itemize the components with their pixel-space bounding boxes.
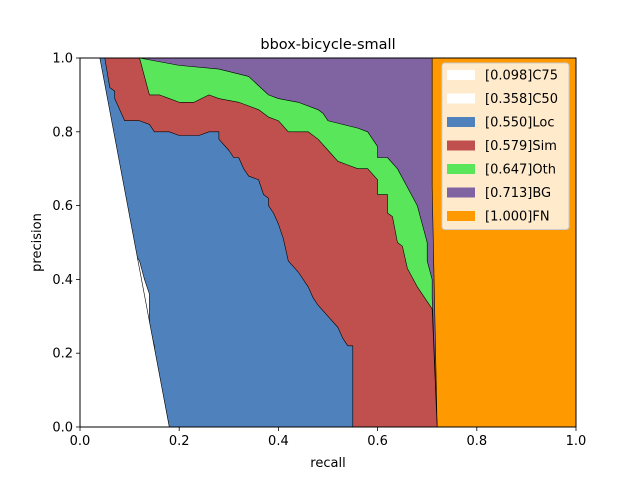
area-0-550-loc: [79, 57, 438, 428]
y-axis-label: precision: [30, 213, 45, 272]
x-tick-label: 1.0: [566, 434, 587, 449]
x-axis-label: recall: [310, 456, 345, 471]
x-axis: 0.0 0.2 0.4 0.6 0.8 1.0: [70, 427, 587, 449]
legend-swatch-0-647-oth: [447, 164, 475, 174]
y-axis: 0.0 0.2 0.4 0.6 0.8 1.0: [52, 52, 80, 436]
legend-swatch-0-358-c50: [447, 93, 475, 104]
legend-swatch-1-000-fn: [447, 211, 475, 221]
y-tick-label: 0.4: [52, 273, 73, 288]
legend-label-0-098-c75: [0.098]C75: [485, 69, 558, 84]
x-tick-label: 0.0: [70, 434, 91, 449]
legend-label-0-647-oth: [0.647]Oth: [485, 163, 556, 178]
x-tick-label: 0.8: [466, 434, 487, 449]
legend-label-0-713-bg: [0.713]BG: [485, 186, 551, 201]
legend-swatch-0-098-c75: [447, 70, 475, 80]
x-tick-label: 0.2: [169, 434, 190, 449]
x-tick-label: 0.6: [367, 434, 388, 449]
legend-swatch-0-579-sim: [447, 140, 475, 151]
legend-label-1-000-fn: [1.000]FN: [485, 210, 550, 225]
legend-swatch-0-713-bg: [447, 187, 475, 198]
y-tick-label: 0.8: [52, 125, 73, 140]
y-tick-label: 0.0: [52, 421, 73, 436]
plot-frame: [79, 57, 577, 428]
legend: [0.098]C75 [0.358]C50 [0.550]Loc [0.579]Sim…: [441, 62, 570, 230]
y-tick-label: 1.0: [52, 52, 73, 67]
x-tick-label: 0.4: [268, 434, 289, 449]
y-tick-label: 0.6: [52, 199, 73, 214]
legend-label-0-579-sim: [0.579]Sim: [485, 139, 557, 154]
y-tick-label: 0.2: [52, 347, 73, 362]
chart-title: bbox-bicycle-small: [260, 37, 395, 53]
legend-swatch-0-550-loc: [447, 117, 475, 127]
legend-label-0-550-loc: [0.550]Loc: [485, 116, 554, 131]
legend-label-0-358-c50: [0.358]C50: [485, 92, 558, 107]
